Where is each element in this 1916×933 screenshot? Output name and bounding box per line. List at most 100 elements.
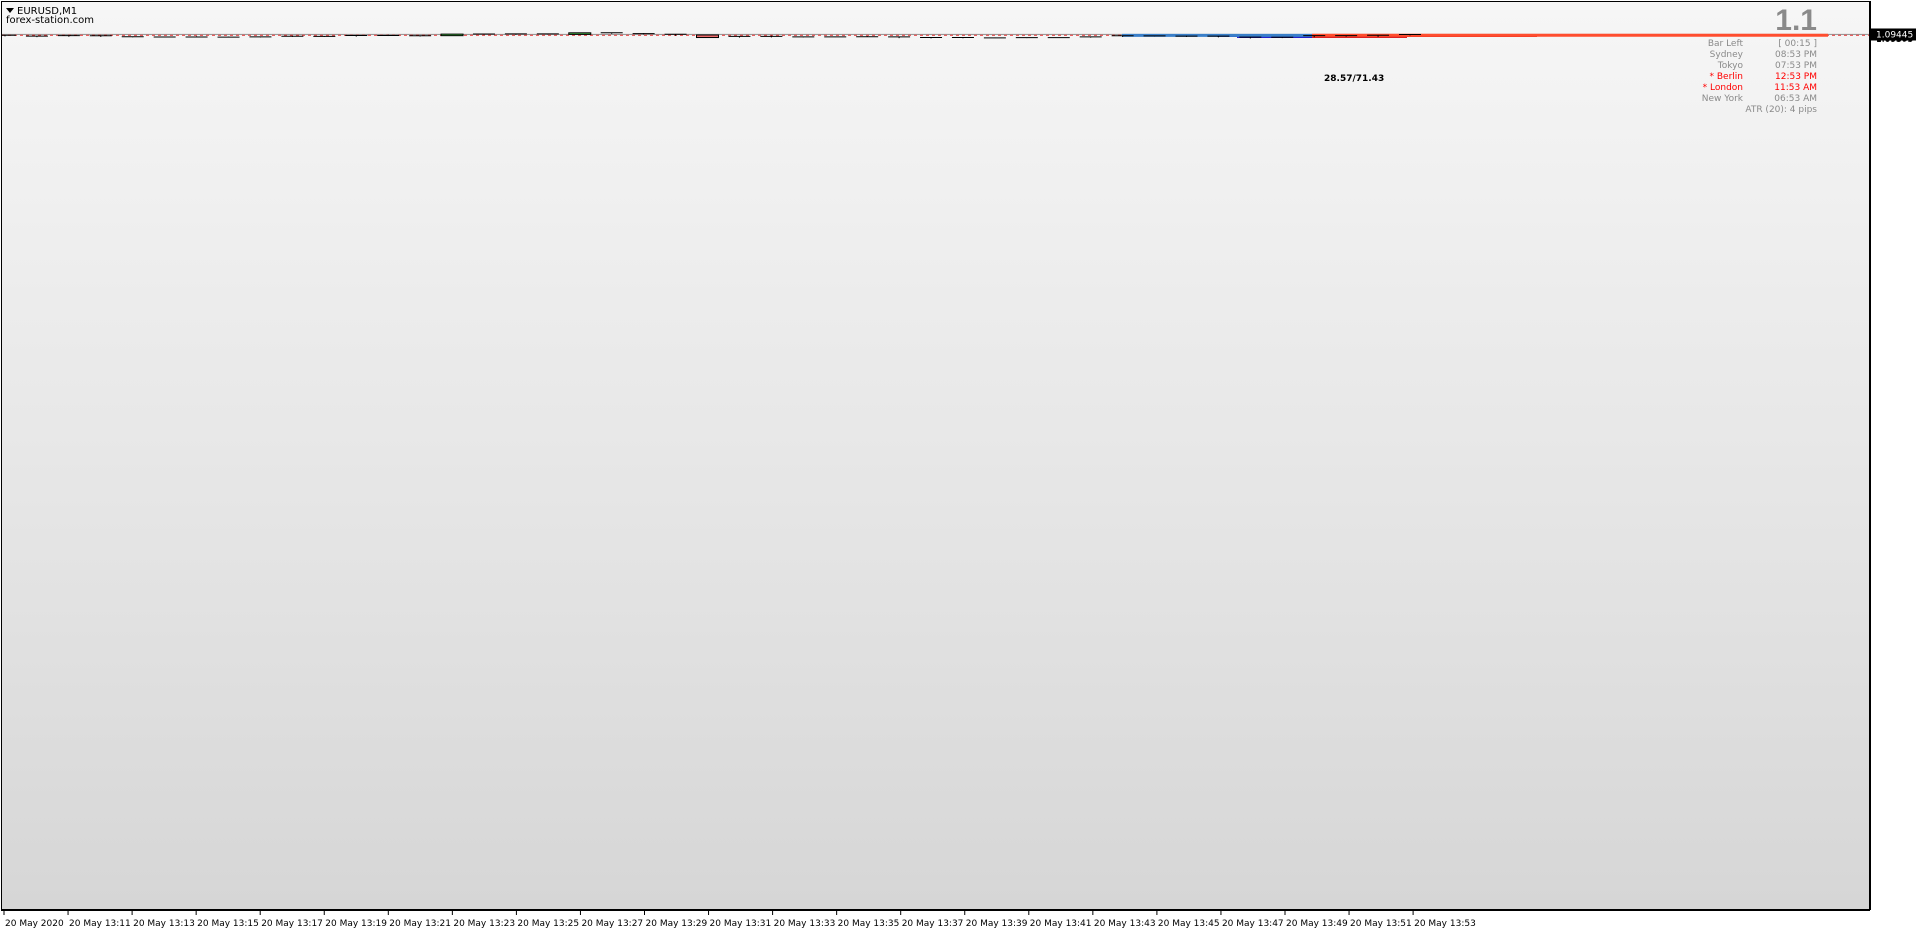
time-tick-label: 20 May 13:39 [966, 919, 1028, 929]
candle [1079, 36, 1102, 38]
time-tick-label: 20 May 13:33 [774, 919, 836, 929]
session-time: [ 00:15 ] [1778, 39, 1817, 49]
candle-body-bull [568, 32, 592, 35]
candle [313, 35, 336, 37]
time-tick-label: 20 May 13:21 [389, 919, 451, 929]
time-tick-label: 20 May 13:53 [1414, 919, 1476, 929]
candle [1303, 35, 1326, 38]
session-time: 08:53 PM [1775, 50, 1817, 60]
candle [504, 33, 527, 35]
atr-label: ATR (20): 4 pips [1745, 105, 1817, 115]
candle [25, 35, 48, 38]
candle [153, 36, 176, 38]
candle [1015, 37, 1038, 39]
session-name: Tokyo [1717, 61, 1743, 71]
session-row: * London 11:53 AM [1597, 83, 1817, 94]
candle-body-bear [696, 34, 719, 39]
candle [664, 33, 687, 36]
time-tick-label: 20 May 13:23 [453, 919, 515, 929]
symbol-title-text: EURUSD,M1 [17, 6, 78, 17]
price-scale[interactable]: 1.094851.094801.094751.094701.094651.094… [1870, 1, 1916, 910]
time-tick-label: 20 May 13:19 [325, 919, 387, 929]
time-tick-label: 20 May 13:13 [133, 919, 195, 929]
candle [345, 35, 368, 37]
time-tick-label: 20 May 13:37 [902, 919, 964, 929]
candle [377, 34, 400, 37]
candle [856, 36, 879, 38]
candle [1111, 35, 1134, 37]
time-tick-label: 20 May 13:45 [1158, 919, 1220, 929]
candle [2, 34, 16, 37]
candle [824, 36, 847, 38]
time-tick-label: 20 May 13:51 [1350, 919, 1412, 929]
candle [89, 35, 112, 37]
session-name: * London [1702, 83, 1743, 93]
candle-body-bull [440, 33, 464, 37]
candle [1271, 36, 1294, 39]
time-tick-label: 20 May 13:49 [1286, 919, 1348, 929]
candle [185, 36, 208, 38]
candle [983, 37, 1006, 39]
candle [600, 32, 623, 34]
candle [1335, 35, 1358, 37]
candle [57, 35, 80, 37]
session-time: 06:53 AM [1774, 94, 1817, 104]
time-scale[interactable]: 20 May 2020 20 May 13:11 20 May 13:13 20 Ma… [1, 910, 1870, 933]
session-name: Sydney [1709, 50, 1743, 60]
current-price-marker [1871, 28, 1916, 41]
session-row: New York 06:53 AM [1597, 94, 1817, 105]
site-watermark: forex-station.com [6, 15, 94, 26]
candle [920, 37, 943, 39]
candle [281, 35, 304, 37]
session-rows: Bar Left [ 00:15 ] Sydney 08:53 PM Tokyo 07:5… [1597, 39, 1817, 105]
session-name: New York [1701, 94, 1743, 104]
session-clock-panel: 1.1 Bar Left[ 00:15 ] Sydney 08:53 PM Tokyo… [1597, 3, 1817, 116]
time-tick-label: 20 May 13:25 [517, 919, 579, 929]
dropdown-caret-icon[interactable] [6, 8, 14, 13]
session-name: Bar Left [1707, 39, 1743, 49]
session-row: Tokyo 07:53 PM [1597, 61, 1817, 72]
session-row: * Berlin 12:53 PM [1597, 72, 1817, 83]
time-tick-label: 20 May 13:31 [710, 919, 772, 929]
candle [249, 36, 272, 38]
ratio-annotation: 28.57/71.43 [1324, 74, 1385, 84]
time-tick-label: 20 May 13:47 [1222, 919, 1284, 929]
symbol-title[interactable]: EURUSD,M1 [6, 6, 77, 17]
candlestick-chart [2, 32, 1869, 39]
session-time: 12:53 PM [1775, 72, 1817, 82]
spread-value: 1.1 [1775, 4, 1817, 37]
candle [1367, 34, 1390, 37]
candle [1143, 35, 1166, 37]
candle [632, 33, 655, 35]
session-row: Sydney 08:53 PM [1597, 50, 1817, 61]
current-price-label: 1.09445 [1876, 30, 1913, 40]
candle [217, 36, 240, 38]
candle [760, 35, 783, 38]
time-tick-label: 20 May 13:11 [69, 919, 131, 929]
candle [728, 35, 751, 38]
candle [888, 36, 911, 39]
candle [536, 33, 559, 35]
time-tick-label: 20 May 13:41 [1030, 919, 1092, 929]
session-time: 07:53 PM [1775, 61, 1817, 71]
time-tick-label: 20 May 13:29 [646, 919, 708, 929]
candle [440, 33, 464, 37]
candle [951, 36, 974, 39]
time-tick-label: 20 May 13:35 [838, 919, 900, 929]
session-row: Bar Left [ 00:15 ] [1597, 39, 1817, 50]
candle [472, 33, 495, 35]
time-tick-label: 20 May 13:15 [197, 919, 259, 929]
candle [1207, 35, 1230, 38]
candle [696, 34, 719, 39]
candle [1175, 35, 1198, 37]
candle [409, 35, 432, 37]
time-tick-label: 20 May 13:17 [261, 919, 323, 929]
time-tick-label: 20 May 2020 [5, 919, 64, 929]
candle [1239, 36, 1262, 39]
candle [568, 32, 592, 35]
candle [1399, 33, 1421, 36]
chart-plot-area[interactable]: EURUSD,M1 forex-station.com 28.57/71.43 … [1, 1, 1870, 910]
time-tick-label: 20 May 13:43 [1094, 919, 1156, 929]
session-name: * Berlin [1709, 72, 1743, 82]
